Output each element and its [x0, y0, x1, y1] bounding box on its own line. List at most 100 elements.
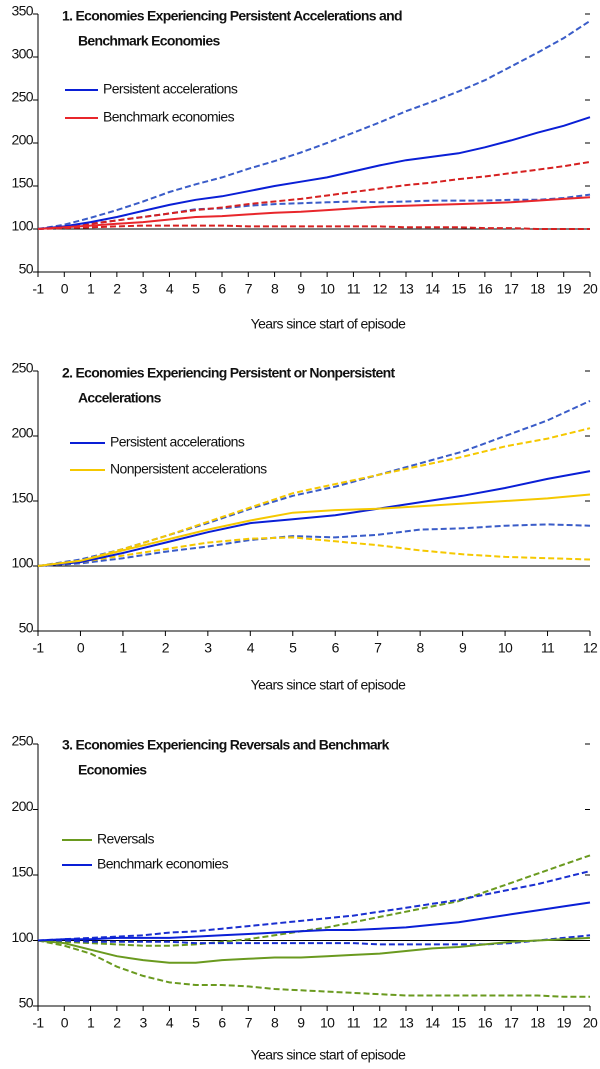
x-tick-label: 4: [166, 281, 174, 297]
y-tick-label: 100: [11, 929, 33, 945]
band-line: [37, 870, 591, 942]
x-tick-label: 2: [113, 1015, 121, 1031]
band-line: [37, 854, 591, 947]
x-tick-label: 3: [140, 281, 148, 297]
x-tick-label: 8: [271, 281, 279, 297]
x-tick-label: 1: [87, 1015, 95, 1031]
y-tick-label: 100: [11, 555, 33, 571]
x-tick-label: 0: [61, 281, 69, 297]
band-line: [37, 399, 591, 567]
x-tick-label: 15: [451, 1015, 466, 1031]
x-tick-label: 15: [451, 281, 466, 297]
series-line: [37, 901, 591, 942]
y-tick-label: 250: [11, 360, 33, 376]
series-line: [37, 116, 591, 230]
y-tick-label: 200: [11, 798, 33, 814]
chart-title: 3. Economies Experiencing Reversals and …: [62, 737, 390, 753]
x-tick-label: 7: [245, 281, 253, 297]
x-tick-label: -1: [32, 1015, 44, 1031]
x-tick-label: 11: [347, 1015, 361, 1031]
x-tick-label: 17: [504, 1015, 519, 1031]
x-tick-label: 8: [271, 1015, 279, 1031]
x-tick-label: 18: [530, 281, 545, 297]
chart-title: Economies: [78, 762, 147, 778]
x-tick-label: 20: [583, 281, 598, 297]
x-tick-label: 4: [166, 1015, 174, 1031]
y-tick-label: 200: [11, 425, 33, 441]
x-tick-label: 13: [399, 281, 414, 297]
x-tick-label: 7: [245, 1015, 253, 1031]
legend-label: Nonpersistent accelerations: [110, 461, 267, 477]
y-tick-label: 250: [11, 733, 33, 749]
x-tick-label: 14: [425, 281, 440, 297]
series-line: [37, 936, 591, 964]
x-tick-label: 11: [541, 640, 555, 656]
x-tick-label: 19: [557, 1015, 572, 1031]
y-tick-label: 350: [11, 3, 33, 19]
x-tick-label: 19: [557, 281, 572, 297]
band-line: [37, 160, 591, 230]
y-tick-label: 150: [11, 490, 33, 506]
legend-label: Persistent accelerations: [103, 81, 238, 97]
y-tick-label: 200: [11, 132, 33, 148]
x-tick-label: 18: [530, 1015, 545, 1031]
y-tick-label: 300: [11, 46, 33, 62]
x-axis-label: Years since start of episode: [251, 316, 406, 332]
x-tick-label: 5: [192, 281, 200, 297]
band-line: [37, 536, 591, 567]
x-tick-label: 5: [289, 640, 297, 656]
x-tick-label: -1: [32, 281, 44, 297]
x-tick-label: 3: [140, 1015, 148, 1031]
x-tick-label: -1: [32, 640, 44, 656]
chart-title: Benchmark Economies: [78, 33, 220, 49]
band-line: [37, 224, 590, 230]
x-tick-label: 7: [374, 640, 382, 656]
x-tick-label: 8: [417, 640, 425, 656]
series-line: [37, 196, 591, 230]
chart-title: Accelerations: [78, 390, 162, 406]
x-tick-label: 11: [347, 281, 361, 297]
y-tick-label: 150: [11, 864, 33, 880]
y-tick-label: 100: [11, 218, 33, 234]
x-tick-label: 10: [498, 640, 513, 656]
x-tick-label: 0: [77, 640, 85, 656]
x-tick-label: 13: [399, 1015, 414, 1031]
x-tick-label: 1: [119, 640, 127, 656]
legend-label: Persistent accelerations: [110, 434, 245, 450]
y-tick-label: 250: [11, 89, 33, 105]
x-tick-label: 17: [504, 281, 519, 297]
series-line: [37, 493, 591, 567]
band-line: [37, 523, 591, 567]
x-tick-label: 12: [583, 640, 598, 656]
y-tick-label: 50: [19, 995, 34, 1011]
x-tick-label: 16: [478, 281, 493, 297]
x-tick-label: 20: [583, 1015, 598, 1031]
x-tick-label: 12: [373, 1015, 388, 1031]
chart-title: 2. Economies Experiencing Persistent or …: [62, 365, 395, 381]
x-tick-label: 0: [61, 1015, 69, 1031]
x-tick-label: 9: [297, 281, 305, 297]
x-tick-label: 6: [218, 281, 226, 297]
legend-label: Reversals: [97, 831, 154, 847]
band-line: [37, 939, 590, 998]
legend-label: Benchmark economies: [103, 109, 235, 125]
x-tick-label: 6: [218, 1015, 226, 1031]
x-axis-label: Years since start of episode: [251, 677, 406, 693]
x-tick-label: 16: [478, 1015, 493, 1031]
chart-title: 1. Economies Experiencing Persistent Acc…: [62, 8, 402, 24]
legend-label: Benchmark economies: [97, 856, 229, 872]
y-tick-label: 50: [19, 620, 34, 636]
x-tick-label: 2: [113, 281, 121, 297]
x-tick-label: 10: [320, 1015, 335, 1031]
x-axis-label: Years since start of episode: [251, 1047, 406, 1063]
x-tick-label: 9: [297, 1015, 305, 1031]
x-tick-label: 9: [459, 640, 467, 656]
band-line: [37, 427, 591, 567]
y-tick-label: 50: [19, 261, 34, 277]
x-tick-label: 2: [162, 640, 170, 656]
x-tick-label: 6: [332, 640, 340, 656]
band-line: [37, 20, 591, 230]
x-tick-label: 12: [373, 281, 388, 297]
x-tick-label: 14: [425, 1015, 440, 1031]
